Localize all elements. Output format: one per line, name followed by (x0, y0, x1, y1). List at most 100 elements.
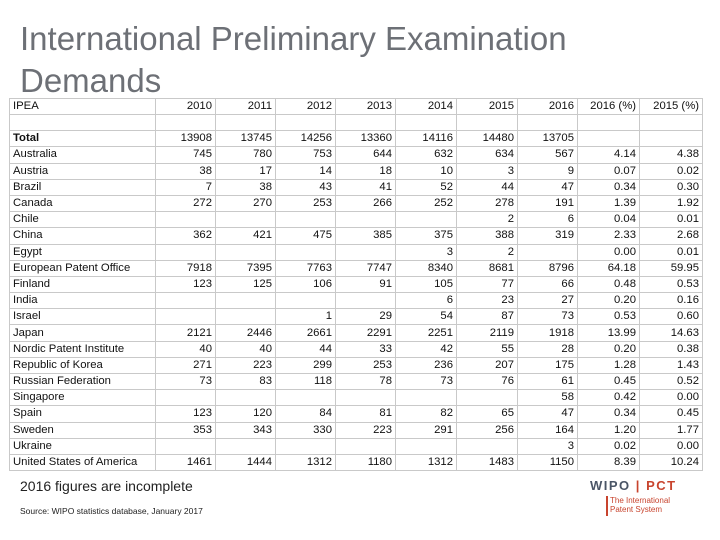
value-cell: 10 (395, 162, 457, 180)
value-cell: 0.20 (577, 340, 640, 358)
header-2016-pct: 2016 (%) (577, 97, 640, 116)
value-cell (395, 437, 457, 455)
row-label-cell: Ukraine (9, 437, 156, 455)
value-cell: 3 (517, 437, 578, 455)
value-cell: 278 (456, 194, 518, 213)
value-cell: 0.45 (639, 405, 703, 423)
value-cell: 2 (456, 211, 518, 229)
value-cell: 253 (275, 194, 336, 213)
value-cell: 0.04 (577, 211, 640, 229)
value-cell: 66 (517, 275, 578, 294)
value-cell: 2121 (155, 324, 216, 342)
value-cell: 78 (335, 372, 396, 391)
value-cell: 76 (456, 372, 518, 391)
logo-wordmark: WIPO | PCT (590, 478, 710, 493)
logo-pct: PCT (646, 478, 677, 493)
table-row: Japan 2121 2446 2661 2291 2251 2119 1918 13.99 14… (9, 324, 703, 342)
value-cell: 0.45 (577, 372, 640, 391)
value-cell: 106 (275, 275, 336, 294)
value-cell: 223 (215, 356, 276, 375)
header-2016: 2016 (517, 97, 578, 116)
value-cell: 65 (456, 405, 518, 423)
value-cell: 58 (517, 389, 578, 407)
value-cell: 1.43 (639, 356, 703, 375)
table-row: Sweden 353 343 330 223 291 256 164 1.20 1.77 (9, 421, 703, 439)
logo-tagline-line1: The International (610, 496, 671, 505)
value-cell: 123 (155, 405, 216, 423)
value-cell: 47 (517, 405, 578, 423)
incomplete-note: 2016 figures are incomplete (20, 478, 193, 494)
value-cell: 0.00 (639, 437, 703, 455)
value-cell (215, 308, 276, 326)
spacer-row (9, 114, 703, 132)
value-cell: 38 (155, 162, 216, 180)
value-cell: 14.63 (639, 324, 703, 342)
value-cell: 83 (215, 372, 276, 391)
value-cell: 207 (456, 356, 518, 375)
value-cell: 0.42 (577, 389, 640, 407)
value-cell: 47 (517, 178, 578, 196)
value-cell (155, 292, 216, 310)
value-cell: 256 (456, 421, 518, 439)
table-row: Egypt 3 2 0.00 0.01 (9, 243, 703, 261)
value-cell: 41 (335, 178, 396, 196)
value-cell: 14116 (395, 130, 457, 148)
value-cell: 2661 (275, 324, 336, 342)
value-cell: 23 (456, 292, 518, 310)
value-cell: 0.20 (577, 292, 640, 310)
spacer-cell (155, 114, 216, 132)
header-2012: 2012 (275, 97, 336, 116)
value-cell: 82 (395, 405, 457, 423)
spacer-cell (456, 114, 518, 132)
table-row: Austria 38 17 14 18 10 3 9 0.07 0.02 (9, 162, 703, 180)
value-cell: 61 (517, 372, 578, 391)
value-cell (155, 389, 216, 407)
row-label-cell: Sweden (9, 421, 156, 439)
row-label-cell: Austria (9, 162, 156, 180)
value-cell: 3 (456, 162, 518, 180)
value-cell: 8681 (456, 259, 518, 277)
table-row: Canada 272 270 253 266 252 278 191 1.39 1.92 (9, 194, 703, 213)
value-cell: 223 (335, 421, 396, 439)
value-cell: 7763 (275, 259, 336, 277)
row-label-cell: Spain (9, 405, 156, 423)
value-cell: 1461 (155, 453, 216, 472)
value-cell: 375 (395, 227, 457, 245)
value-cell: 44 (275, 340, 336, 358)
value-cell: 73 (517, 308, 578, 326)
value-cell: 191 (517, 194, 578, 213)
logo-separator: | (635, 478, 641, 493)
value-cell (395, 211, 457, 229)
value-cell: 59.95 (639, 259, 703, 277)
value-cell: 1483 (456, 453, 518, 472)
value-cell: 73 (155, 372, 216, 391)
slide-title: International Preliminary Examination De… (20, 20, 567, 99)
value-cell: 353 (155, 421, 216, 439)
value-cell (395, 389, 457, 407)
value-cell: 14 (275, 162, 336, 180)
value-cell (577, 130, 640, 148)
value-cell: 0.30 (639, 178, 703, 196)
value-cell: 7 (155, 178, 216, 196)
spacer-cell (639, 114, 703, 132)
value-cell: 7395 (215, 259, 276, 277)
table-row: European Patent Office 7918 7395 7763 7747 83… (9, 259, 703, 277)
value-cell: 0.53 (577, 308, 640, 326)
value-cell (456, 437, 518, 455)
value-cell: 0.16 (639, 292, 703, 310)
logo-wipo: WIPO (590, 478, 631, 493)
wipo-pct-logo: WIPO | PCT The International Patent Syst… (590, 478, 710, 518)
value-cell: 27 (517, 292, 578, 310)
spacer-cell (335, 114, 396, 132)
value-cell: 780 (215, 146, 276, 164)
value-cell: 123 (155, 275, 216, 294)
value-cell: 271 (155, 356, 216, 375)
value-cell: 252 (395, 194, 457, 213)
value-cell: 1 (275, 308, 336, 326)
value-cell (215, 243, 276, 261)
table-row: Nordic Patent Institute 40 40 44 33 42 55 28 0.2… (9, 340, 703, 358)
value-cell: 91 (335, 275, 396, 294)
value-cell: 2446 (215, 324, 276, 342)
value-cell (155, 308, 216, 326)
table-row: China 362 421 475 385 375 388 319 2.33 2.68 (9, 227, 703, 245)
